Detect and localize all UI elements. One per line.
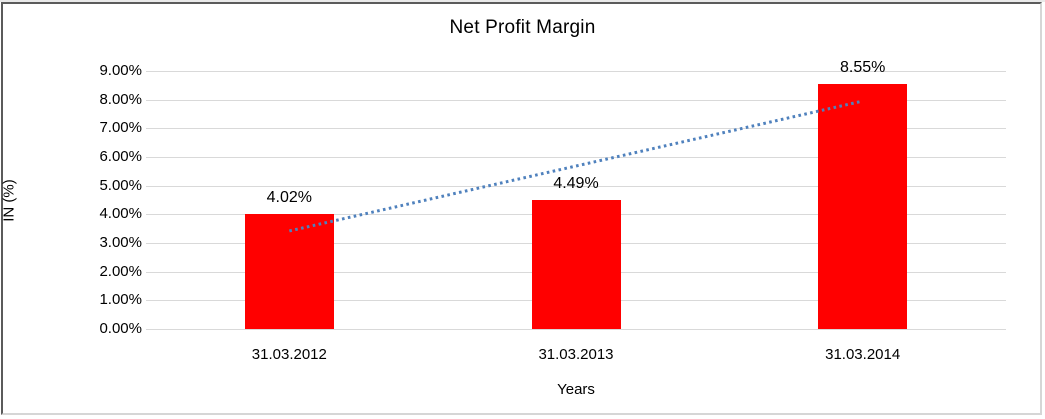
gridline <box>146 157 1006 158</box>
chart-title: Net Profit Margin <box>449 17 596 38</box>
y-tick-label: 5.00% <box>99 176 142 194</box>
gridline <box>146 99 1006 101</box>
y-tick-label: 2.00% <box>99 262 142 280</box>
bar-31.03.2014 <box>818 83 908 329</box>
y-tick-label: 8.00% <box>99 90 142 108</box>
bar-31.03.2013 <box>531 200 621 329</box>
y-tick-label: 3.00% <box>99 234 142 251</box>
gridline <box>146 329 1006 330</box>
bar-31.03.2012 <box>244 213 334 329</box>
plot-area <box>146 71 1006 330</box>
trendline-path <box>289 99 863 233</box>
y-tick-label: 9.00% <box>99 62 142 79</box>
bar-value-label: 8.55% <box>839 58 886 76</box>
trendline <box>289 99 863 233</box>
bar-value-label: 4.49% <box>553 175 599 193</box>
x-tick-label: 31.03.2014 <box>825 346 901 363</box>
y-tick-label: 1.00% <box>99 291 142 309</box>
y-tick-label: 7.00% <box>99 119 142 137</box>
x-tick-label: 31.03.2012 <box>251 346 327 363</box>
gridline <box>146 71 1006 72</box>
bar-value-label: 4.02% <box>266 188 313 206</box>
window-top-strip <box>0 0 1045 2</box>
gridline <box>146 185 1006 187</box>
y-axis-title: IN (%) <box>0 179 18 222</box>
x-tick-label: 31.03.2013 <box>538 346 614 363</box>
x-axis-title: Years <box>557 381 595 398</box>
y-tick-label: 6.00% <box>99 148 142 165</box>
y-tick-label: 0.00% <box>99 320 142 337</box>
y-tick-label: 4.00% <box>99 205 142 223</box>
gridline <box>146 128 1006 130</box>
